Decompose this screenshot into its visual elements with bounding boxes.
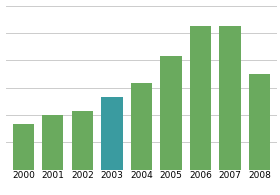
Bar (13, 124, 34, 170)
Bar (190, 26, 211, 170)
Bar (42, 115, 64, 170)
Bar (131, 83, 152, 170)
Bar (72, 111, 93, 170)
Bar (249, 74, 270, 170)
Bar (101, 97, 123, 170)
Bar (160, 56, 181, 170)
Bar (219, 26, 241, 170)
